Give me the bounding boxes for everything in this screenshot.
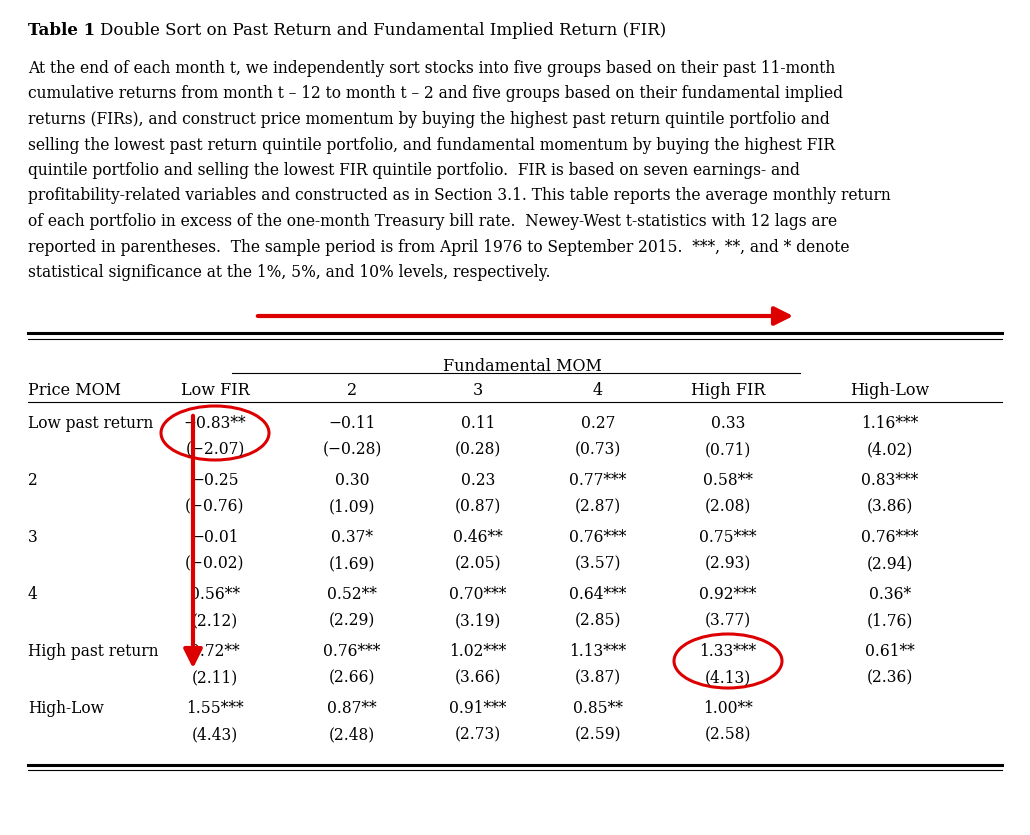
Text: 0.30: 0.30 — [335, 472, 369, 489]
Text: (0.73): (0.73) — [575, 441, 621, 458]
Text: (2.87): (2.87) — [575, 498, 621, 515]
Text: 0.85**: 0.85** — [573, 700, 623, 717]
Text: −0.25: −0.25 — [192, 472, 239, 489]
Text: 4: 4 — [593, 382, 603, 399]
Text: (4.43): (4.43) — [192, 726, 238, 743]
Text: (2.85): (2.85) — [575, 612, 621, 629]
Text: (2.66): (2.66) — [329, 669, 375, 686]
Text: 0.76***: 0.76*** — [861, 529, 919, 546]
Text: (2.36): (2.36) — [867, 669, 914, 686]
Text: 0.77***: 0.77*** — [570, 472, 626, 489]
Text: 0.76***: 0.76*** — [570, 529, 626, 546]
Text: (3.19): (3.19) — [455, 612, 502, 629]
Text: Table 1: Table 1 — [28, 22, 95, 39]
Text: Price MOM: Price MOM — [28, 382, 121, 399]
Text: (2.05): (2.05) — [454, 555, 502, 572]
Text: 0.56**: 0.56** — [190, 586, 240, 603]
Text: 0.58**: 0.58** — [703, 472, 753, 489]
Text: reported in parentheses.  The sample period is from April 1976 to September 2015: reported in parentheses. The sample peri… — [28, 239, 850, 256]
Text: High-Low: High-Low — [851, 382, 930, 399]
Text: returns (FIRs), and construct price momentum by buying the highest past return q: returns (FIRs), and construct price mome… — [28, 111, 830, 128]
Text: 0.70***: 0.70*** — [449, 586, 507, 603]
Text: statistical significance at the 1%, 5%, and 10% levels, respectively.: statistical significance at the 1%, 5%, … — [28, 264, 550, 281]
Text: profitability-related variables and constructed as in Section 3.1. This table re: profitability-related variables and cons… — [28, 188, 891, 205]
Text: 1.55***: 1.55*** — [186, 700, 244, 717]
Text: 0.23: 0.23 — [460, 472, 495, 489]
Text: 1.33***: 1.33*** — [699, 643, 757, 660]
Text: High-Low: High-Low — [28, 700, 104, 717]
Text: 0.61**: 0.61** — [865, 643, 915, 660]
Text: cumulative returns from month t – 12 to month t – 2 and five groups based on the: cumulative returns from month t – 12 to … — [28, 85, 843, 103]
Text: 1.00**: 1.00** — [703, 700, 753, 717]
Text: −0.83**: −0.83** — [183, 415, 246, 432]
Text: (1.76): (1.76) — [867, 612, 914, 629]
Text: 0.91***: 0.91*** — [449, 700, 507, 717]
Text: (3.57): (3.57) — [575, 555, 621, 572]
Text: 0.75***: 0.75*** — [699, 529, 757, 546]
Text: High FIR: High FIR — [691, 382, 765, 399]
Text: Low past return: Low past return — [28, 415, 153, 432]
Text: (2.12): (2.12) — [192, 612, 238, 629]
Text: 1.16***: 1.16*** — [861, 415, 919, 432]
Text: (2.73): (2.73) — [455, 726, 502, 743]
Text: 0.64***: 0.64*** — [570, 586, 626, 603]
Text: (2.11): (2.11) — [192, 669, 238, 686]
Text: (0.71): (0.71) — [705, 441, 751, 458]
Text: (3.77): (3.77) — [705, 612, 751, 629]
Text: 4: 4 — [28, 586, 38, 603]
Text: (3.66): (3.66) — [455, 669, 502, 686]
Text: (2.58): (2.58) — [705, 726, 751, 743]
Text: 0.46**: 0.46** — [453, 529, 503, 546]
Text: selling the lowest past return quintile portfolio, and fundamental momentum by b: selling the lowest past return quintile … — [28, 136, 835, 154]
Text: −0.11: −0.11 — [329, 415, 376, 432]
Text: 1.13***: 1.13*** — [570, 643, 626, 660]
Text: 3: 3 — [473, 382, 483, 399]
Text: 0.76***: 0.76*** — [323, 643, 381, 660]
Text: (−0.76): (−0.76) — [185, 498, 245, 515]
Text: Double Sort on Past Return and Fundamental Implied Return (FIR): Double Sort on Past Return and Fundament… — [100, 22, 666, 39]
Text: (3.87): (3.87) — [575, 669, 621, 686]
Text: (2.94): (2.94) — [867, 555, 914, 572]
Text: (0.87): (0.87) — [455, 498, 502, 515]
Text: of each portfolio in excess of the one-month Treasury bill rate.  Newey-West t-s: of each portfolio in excess of the one-m… — [28, 213, 837, 230]
Text: 0.92***: 0.92*** — [699, 586, 757, 603]
Text: 0.52**: 0.52** — [328, 586, 377, 603]
Text: 0.37*: 0.37* — [331, 529, 373, 546]
Text: (1.69): (1.69) — [329, 555, 375, 572]
Text: 0.72**: 0.72** — [191, 643, 240, 660]
Text: (0.28): (0.28) — [455, 441, 502, 458]
Text: (3.86): (3.86) — [867, 498, 914, 515]
Text: 0.11: 0.11 — [460, 415, 495, 432]
Text: (2.48): (2.48) — [329, 726, 375, 743]
Text: 0.27: 0.27 — [581, 415, 615, 432]
Text: (1.09): (1.09) — [329, 498, 375, 515]
Text: 0.33: 0.33 — [711, 415, 745, 432]
Text: 1.02***: 1.02*** — [449, 643, 507, 660]
Text: (2.93): (2.93) — [705, 555, 751, 572]
Text: (−0.28): (−0.28) — [322, 441, 382, 458]
Text: (2.08): (2.08) — [705, 498, 751, 515]
Text: High past return: High past return — [28, 643, 159, 660]
Text: 2: 2 — [28, 472, 38, 489]
Text: (4.02): (4.02) — [867, 441, 914, 458]
Text: (2.59): (2.59) — [575, 726, 621, 743]
Text: 3: 3 — [28, 529, 38, 546]
Text: 2: 2 — [347, 382, 357, 399]
Text: 0.83***: 0.83*** — [861, 472, 919, 489]
Text: (−2.07): (−2.07) — [185, 441, 245, 458]
Text: (4.13): (4.13) — [705, 669, 751, 686]
Text: Low FIR: Low FIR — [180, 382, 249, 399]
Text: −0.01: −0.01 — [192, 529, 239, 546]
Text: (2.29): (2.29) — [329, 612, 375, 629]
Text: 0.36*: 0.36* — [869, 586, 912, 603]
Text: (−0.02): (−0.02) — [185, 555, 245, 572]
Text: 0.87**: 0.87** — [328, 700, 377, 717]
Text: At the end of each month t, we independently sort stocks into five groups based : At the end of each month t, we independe… — [28, 60, 835, 77]
Text: quintile portfolio and selling the lowest FIR quintile portfolio.  FIR is based : quintile portfolio and selling the lowes… — [28, 162, 800, 179]
Text: Fundamental MOM: Fundamental MOM — [443, 358, 602, 375]
